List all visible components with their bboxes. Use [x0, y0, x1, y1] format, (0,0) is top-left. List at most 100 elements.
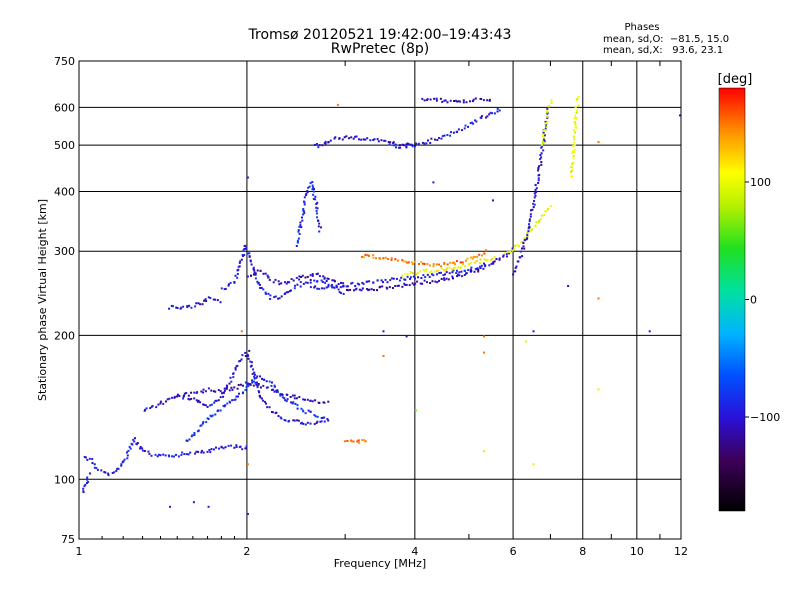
echo-point	[242, 391, 244, 394]
echo-point	[289, 289, 292, 292]
echo-point	[477, 270, 480, 273]
echo-point	[236, 364, 239, 367]
echo-point	[480, 116, 483, 119]
echo-point	[244, 389, 247, 392]
echo-point	[434, 138, 436, 141]
echo-point	[253, 377, 256, 380]
echo-point	[312, 186, 315, 189]
echo-point	[575, 117, 578, 120]
echo-point	[382, 281, 384, 284]
echo-point	[194, 305, 197, 308]
echo-point	[290, 401, 293, 404]
echo-point	[429, 142, 432, 144]
echo-point	[244, 447, 247, 450]
echo-point	[575, 126, 578, 129]
echo-point	[193, 397, 196, 400]
echo-point	[486, 115, 489, 118]
echo-point	[308, 185, 311, 188]
echo-point	[444, 99, 447, 102]
echo-point	[528, 223, 530, 226]
echo-point	[366, 288, 369, 290]
echo-point	[136, 442, 139, 444]
echo-point	[207, 296, 210, 299]
echo-point	[409, 276, 412, 279]
echo-point	[171, 396, 174, 399]
echo-point	[84, 483, 87, 486]
echo-point	[490, 259, 492, 262]
echo-point	[212, 448, 215, 451]
echo-point	[541, 134, 544, 137]
echo-point	[86, 482, 88, 484]
echo-point	[382, 330, 385, 333]
echo-point	[274, 278, 277, 281]
echo-point	[435, 263, 438, 266]
echo-point	[82, 487, 85, 490]
echo-point	[418, 270, 421, 273]
echo-point	[188, 438, 191, 441]
echo-point	[316, 280, 319, 283]
echo-point	[300, 421, 303, 424]
echo-point	[299, 281, 302, 283]
echo-point	[367, 289, 370, 292]
echo-point	[443, 277, 445, 280]
echo-point	[452, 277, 454, 280]
echo-point	[270, 384, 273, 387]
echo-point	[491, 112, 494, 115]
echo-point	[290, 278, 293, 280]
echo-point	[457, 266, 460, 269]
echo-point	[316, 143, 318, 145]
echo-point	[343, 440, 346, 443]
echo-point	[201, 303, 204, 306]
echo-point	[268, 278, 271, 281]
echo-point	[314, 415, 317, 418]
echo-point	[299, 221, 302, 224]
echo-point	[202, 421, 205, 423]
echo-point	[449, 261, 451, 264]
echo-point	[208, 449, 211, 452]
echo-point	[238, 265, 241, 268]
echo-point	[480, 98, 483, 100]
echo-point	[502, 255, 505, 258]
echo-point	[244, 351, 247, 354]
echo-point	[134, 437, 136, 440]
echo-point	[303, 212, 306, 215]
echo-point	[122, 460, 125, 463]
echo-point	[426, 263, 429, 266]
echo-point	[397, 259, 400, 262]
echo-point	[247, 382, 250, 385]
echo-point	[286, 398, 289, 401]
echo-point	[228, 389, 231, 392]
echo-point	[227, 283, 230, 286]
echo-point	[316, 201, 319, 204]
echo-point	[524, 239, 526, 242]
echo-point	[418, 263, 420, 265]
echo-point	[528, 225, 531, 228]
echo-point	[538, 165, 541, 168]
echo-point	[291, 402, 294, 405]
echo-point	[322, 275, 325, 278]
echo-point	[390, 258, 393, 261]
echo-point	[421, 141, 424, 144]
echo-point	[505, 253, 508, 255]
echo-point	[269, 294, 272, 297]
echo-point	[88, 457, 91, 460]
echo-point	[347, 289, 350, 292]
phases-stats-x: mean, sd,X: 93.6, 23.1	[603, 45, 724, 56]
echo-point	[212, 298, 215, 301]
echo-point	[309, 410, 312, 413]
echo-point	[518, 256, 521, 259]
echo-point	[187, 394, 190, 397]
echo-point	[232, 376, 235, 379]
echo-point	[349, 288, 352, 291]
echo-point	[223, 288, 226, 291]
echo-point	[351, 281, 354, 284]
echo-point	[366, 254, 369, 257]
echo-point	[572, 150, 574, 153]
echo-point	[479, 267, 482, 269]
echo-point	[325, 286, 328, 289]
x-tick-label: 1	[76, 545, 83, 558]
echo-point	[268, 406, 271, 409]
echo-point	[297, 230, 300, 233]
echo-point	[251, 379, 253, 382]
echo-point	[488, 264, 491, 267]
